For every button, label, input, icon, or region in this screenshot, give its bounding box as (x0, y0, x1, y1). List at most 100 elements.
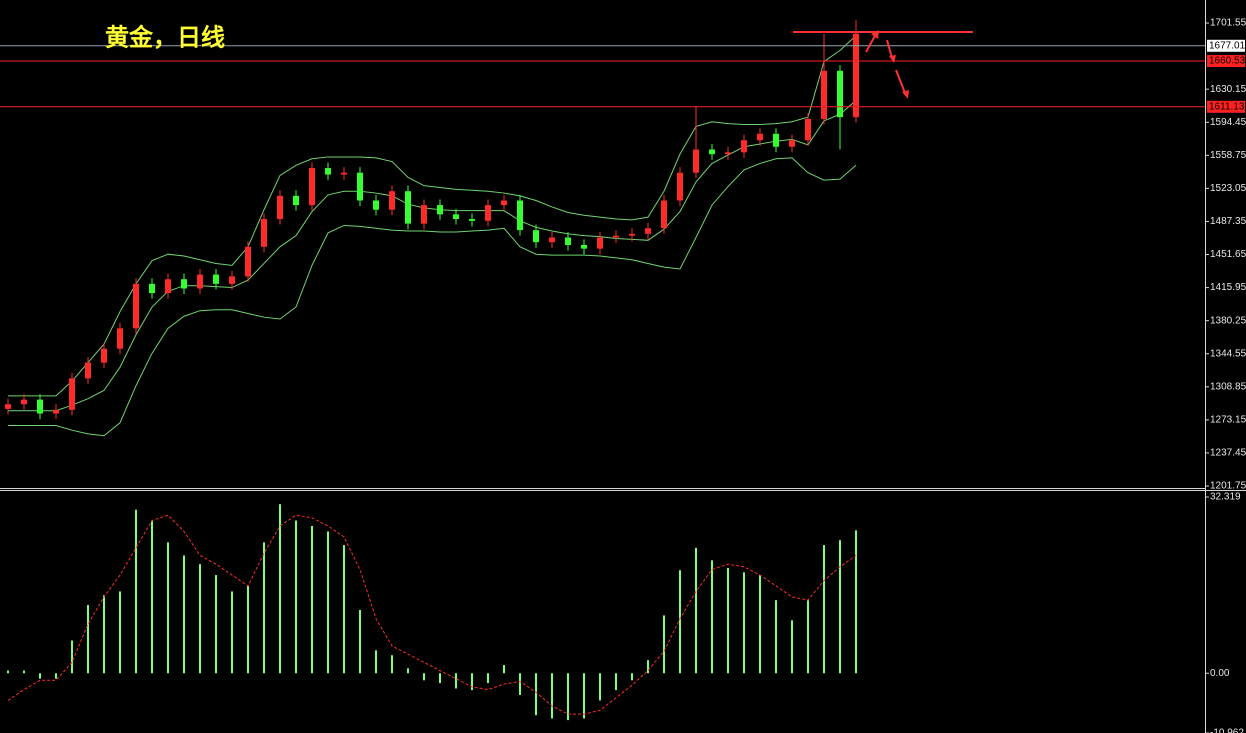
candle-body (341, 172, 347, 175)
arrow (865, 33, 877, 53)
candle-body (229, 276, 235, 284)
band-line (8, 35, 857, 397)
histogram-bar (551, 673, 553, 719)
y-tick-label: 1415.95 (1210, 282, 1246, 293)
candle-body (37, 399, 43, 414)
histogram-bar (487, 673, 489, 684)
arrow-head (902, 90, 909, 99)
band-line (8, 157, 857, 437)
y-tick-label: 1558.75 (1210, 150, 1246, 161)
histogram-bar (135, 509, 137, 674)
histogram-bar (23, 670, 25, 674)
histogram-bar (455, 673, 457, 689)
candle-body (453, 214, 459, 219)
price-label-box (1207, 55, 1245, 68)
candle-body (245, 246, 251, 277)
histogram-bar (359, 609, 361, 674)
y-tick-label: -10.962 (1210, 728, 1244, 733)
histogram-bar (839, 540, 841, 674)
y-tick-label: 1380.25 (1210, 315, 1246, 326)
y-tick-label: 1344.55 (1210, 348, 1246, 359)
candle-body (5, 404, 11, 409)
histogram-bar (423, 673, 425, 681)
histogram-bar (631, 673, 633, 681)
arrow (895, 69, 906, 94)
chart-title: 黄金，日线 (105, 23, 225, 51)
histogram-bar (823, 545, 825, 674)
y-tick-label: 32.319 (1210, 492, 1241, 503)
histogram-bar (311, 525, 313, 674)
histogram-bar (535, 673, 537, 716)
histogram-bar (583, 673, 585, 719)
candle-body (213, 274, 219, 284)
candle-body (309, 168, 315, 206)
candle-body (53, 409, 59, 414)
candle-body (85, 362, 91, 379)
candle-body (389, 191, 395, 210)
histogram-bar (663, 615, 665, 674)
candle-body (533, 230, 539, 243)
y-tick-label: 1701.55 (1210, 18, 1246, 29)
candle-body (853, 33, 859, 118)
candle-body (789, 140, 795, 147)
histogram-bar (39, 673, 41, 679)
histogram-bar (407, 668, 409, 674)
candle-body (725, 152, 731, 155)
y-tick-label: 1487.35 (1210, 216, 1246, 227)
histogram-bar (759, 575, 761, 674)
candle-body (805, 118, 811, 141)
y-tick-label: 1308.85 (1210, 381, 1246, 392)
candle-body (437, 205, 443, 215)
histogram-bar (183, 555, 185, 674)
histogram-bar (615, 673, 617, 691)
candle-body (517, 200, 523, 231)
histogram-bar (71, 640, 73, 674)
histogram-bar (167, 542, 169, 674)
y-tick-label: 1273.15 (1210, 415, 1246, 426)
price-label: 1677.01 (1209, 40, 1246, 51)
y-tick-label: 1201.75 (1210, 481, 1246, 492)
candle-body (581, 244, 587, 249)
candle-body (21, 399, 27, 405)
histogram-bar (679, 570, 681, 674)
candle-body (613, 235, 619, 238)
candle-body (741, 140, 747, 153)
histogram-bar (391, 655, 393, 674)
candle-body (645, 228, 651, 234)
candle-body (773, 133, 779, 147)
histogram-bar (327, 531, 329, 674)
histogram-bar (7, 670, 9, 674)
price-label-box (1207, 100, 1245, 113)
candle-body (757, 133, 763, 141)
histogram-bar (503, 665, 505, 674)
histogram-bar (279, 504, 281, 674)
histogram-bar (231, 591, 233, 674)
y-tick-label: 1594.45 (1210, 117, 1246, 128)
histogram-bar (247, 585, 249, 674)
candle-body (469, 218, 475, 221)
signal-line (7, 514, 857, 715)
histogram-bar (295, 520, 297, 674)
arrow-head (889, 55, 896, 63)
candle-body (661, 200, 667, 229)
histogram-bar (119, 591, 121, 674)
histogram-bar (855, 530, 857, 674)
candle-body (485, 205, 491, 221)
histogram-bar (343, 545, 345, 674)
price-label-box (1207, 39, 1245, 52)
histogram-bar (695, 547, 697, 674)
candle-body (421, 205, 427, 224)
histogram-bar (743, 572, 745, 674)
histogram-bar (215, 575, 217, 674)
candle-body (597, 237, 603, 249)
candle-body (133, 283, 139, 329)
histogram-bar (807, 600, 809, 674)
candle-body (709, 149, 715, 155)
candle-body (373, 200, 379, 210)
candle-body (261, 218, 267, 247)
candle-body (629, 233, 635, 236)
y-tick-label: 0.00 (1210, 668, 1230, 679)
histogram-bar (263, 542, 265, 674)
